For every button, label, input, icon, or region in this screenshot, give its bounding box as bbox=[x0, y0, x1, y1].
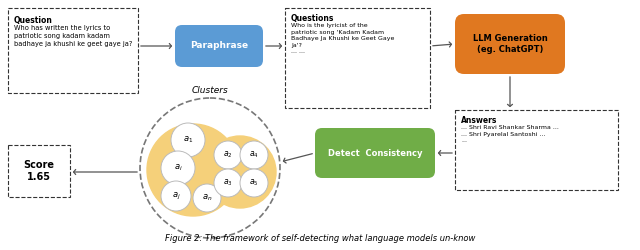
Text: LLM Generation
(eg. ChatGPT): LLM Generation (eg. ChatGPT) bbox=[472, 34, 547, 54]
Text: Who is the lyricist of the
patriotic song 'Kadam Kadam
Badhaye Ja Khushi ke Geet: Who is the lyricist of the patriotic son… bbox=[291, 23, 394, 54]
Circle shape bbox=[193, 184, 221, 212]
Circle shape bbox=[214, 169, 242, 197]
Text: Figure 2: The framework of self-detecting what language models un-know: Figure 2: The framework of self-detectin… bbox=[165, 234, 475, 243]
Text: $a_i$: $a_i$ bbox=[173, 163, 182, 173]
Circle shape bbox=[204, 136, 276, 208]
Text: $a_5$: $a_5$ bbox=[249, 178, 259, 188]
Text: $a_n$: $a_n$ bbox=[202, 193, 212, 203]
FancyBboxPatch shape bbox=[455, 14, 565, 74]
Circle shape bbox=[161, 181, 191, 211]
Text: Question: Question bbox=[14, 16, 53, 25]
Text: Questions: Questions bbox=[291, 14, 334, 23]
Text: $a_2$: $a_2$ bbox=[223, 150, 233, 160]
FancyBboxPatch shape bbox=[315, 128, 435, 178]
Text: Answers: Answers bbox=[461, 116, 497, 125]
Text: Paraphrase: Paraphrase bbox=[190, 42, 248, 50]
Circle shape bbox=[240, 169, 268, 197]
Text: $a_j$: $a_j$ bbox=[172, 190, 180, 202]
Text: $a_4$: $a_4$ bbox=[249, 150, 259, 160]
Text: $a_1$: $a_1$ bbox=[183, 135, 193, 145]
Circle shape bbox=[161, 151, 195, 185]
Bar bbox=[8, 8, 138, 93]
Text: Score
1.65: Score 1.65 bbox=[24, 160, 54, 182]
Circle shape bbox=[171, 123, 205, 157]
Text: ... Shri Ravi Shankar Sharma ...
... Shri Pyarelal Santoshi ...
...: ... Shri Ravi Shankar Sharma ... ... Shr… bbox=[461, 125, 559, 143]
Circle shape bbox=[214, 141, 242, 169]
Text: Detect  Consistency: Detect Consistency bbox=[328, 148, 422, 158]
Circle shape bbox=[147, 124, 239, 216]
Bar bbox=[285, 8, 430, 108]
Text: $a_3$: $a_3$ bbox=[223, 178, 233, 188]
Bar bbox=[8, 145, 70, 197]
Text: Clusters: Clusters bbox=[191, 86, 228, 95]
Circle shape bbox=[240, 141, 268, 169]
FancyBboxPatch shape bbox=[175, 25, 263, 67]
Bar bbox=[455, 110, 618, 190]
Text: Who has written the lyrics to
patriotic song kadam kadam
badhaye ja khushi ke ge: Who has written the lyrics to patriotic … bbox=[14, 25, 132, 47]
